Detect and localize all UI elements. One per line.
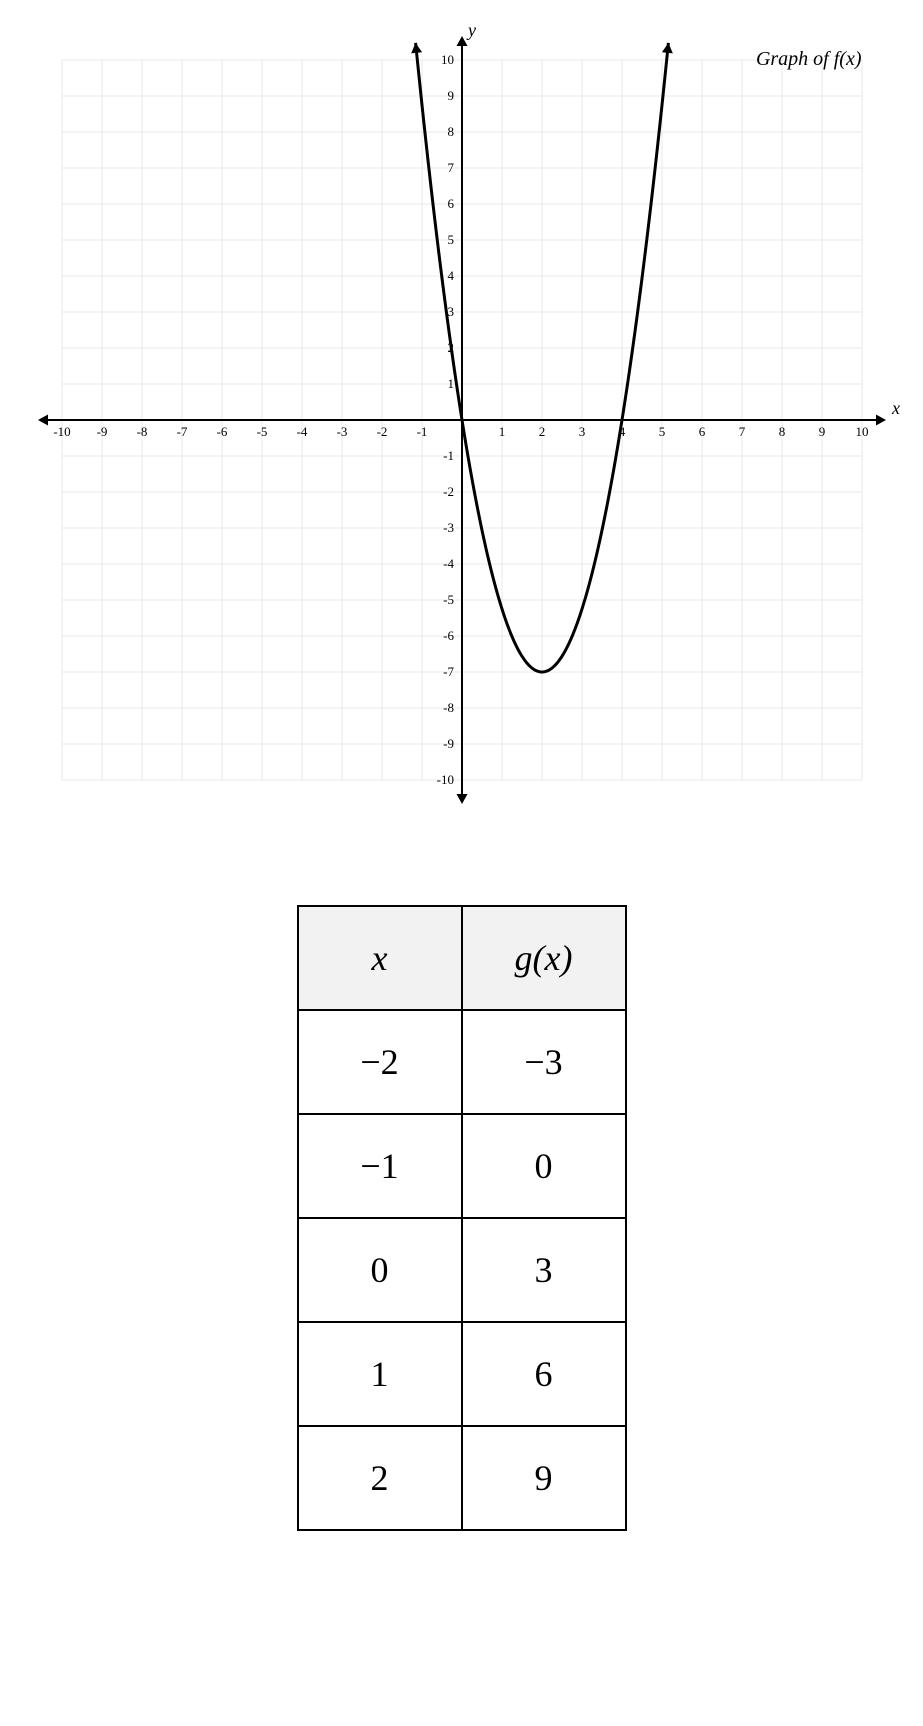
table-row: −1 0 (298, 1114, 626, 1218)
function-table: x g(x) −2 −3 −1 0 0 3 1 6 2 9 (297, 905, 627, 1531)
svg-text:3: 3 (578, 424, 585, 439)
table-cell-gx: −3 (462, 1010, 626, 1114)
table-cell-gx: 9 (462, 1426, 626, 1530)
table-cell-x: 1 (298, 1322, 462, 1426)
table-cell-gx: 6 (462, 1322, 626, 1426)
svg-text:-6: -6 (216, 424, 227, 439)
svg-text:-1: -1 (416, 424, 427, 439)
svg-text:5: 5 (447, 232, 454, 247)
svg-text:-9: -9 (443, 736, 454, 751)
svg-text:x: x (891, 398, 900, 418)
svg-text:-7: -7 (443, 664, 454, 679)
svg-text:9: 9 (447, 88, 454, 103)
svg-text:7: 7 (738, 424, 745, 439)
svg-text:6: 6 (698, 424, 705, 439)
svg-text:5: 5 (658, 424, 665, 439)
table-container: x g(x) −2 −3 −1 0 0 3 1 6 2 9 (297, 905, 627, 1531)
svg-text:8: 8 (778, 424, 785, 439)
svg-text:10: 10 (855, 424, 868, 439)
svg-text:-2: -2 (443, 484, 454, 499)
svg-text:2: 2 (538, 424, 545, 439)
svg-text:-8: -8 (136, 424, 147, 439)
svg-text:-10: -10 (436, 772, 453, 787)
svg-text:-4: -4 (296, 424, 307, 439)
table-header-gx: g(x) (462, 906, 626, 1010)
svg-text:7: 7 (447, 160, 454, 175)
svg-text:-2: -2 (376, 424, 387, 439)
table-cell-x: 0 (298, 1218, 462, 1322)
svg-text:6: 6 (447, 196, 454, 211)
svg-text:-5: -5 (256, 424, 267, 439)
svg-text:-3: -3 (336, 424, 347, 439)
table-row: −2 −3 (298, 1010, 626, 1114)
svg-text:y: y (466, 20, 476, 40)
svg-text:-7: -7 (176, 424, 187, 439)
svg-text:1: 1 (498, 424, 505, 439)
svg-text:-8: -8 (443, 700, 454, 715)
table-cell-x: −2 (298, 1010, 462, 1114)
svg-text:-4: -4 (443, 556, 454, 571)
table-row: 0 3 (298, 1218, 626, 1322)
table-header-x: x (298, 906, 462, 1010)
table-row: 2 9 (298, 1426, 626, 1530)
svg-text:-10: -10 (53, 424, 70, 439)
table-row: 1 6 (298, 1322, 626, 1426)
svg-text:-1: -1 (443, 448, 454, 463)
svg-text:-5: -5 (443, 592, 454, 607)
svg-text:10: 10 (441, 52, 454, 67)
svg-text:-6: -6 (443, 628, 454, 643)
table-cell-gx: 3 (462, 1218, 626, 1322)
svg-text:1: 1 (447, 376, 454, 391)
graph-container: -10 -9 -8 -7 -6 -5 -4 -3 -2 -1 1 2 3 4 5 6 7 8 9 10 -10 -9 -8 -… (22, 20, 902, 845)
svg-text:4: 4 (447, 268, 454, 283)
table-cell-x: −1 (298, 1114, 462, 1218)
svg-text:-3: -3 (443, 520, 454, 535)
svg-text:-9: -9 (96, 424, 107, 439)
table-cell-x: 2 (298, 1426, 462, 1530)
graph-svg: -10 -9 -8 -7 -6 -5 -4 -3 -2 -1 1 2 3 4 5 6 7 8 9 10 -10 -9 -8 -… (22, 20, 902, 840)
svg-text:9: 9 (818, 424, 825, 439)
table-cell-gx: 0 (462, 1114, 626, 1218)
graph-title: Graph of f(x) (756, 48, 862, 71)
svg-text:8: 8 (447, 124, 454, 139)
